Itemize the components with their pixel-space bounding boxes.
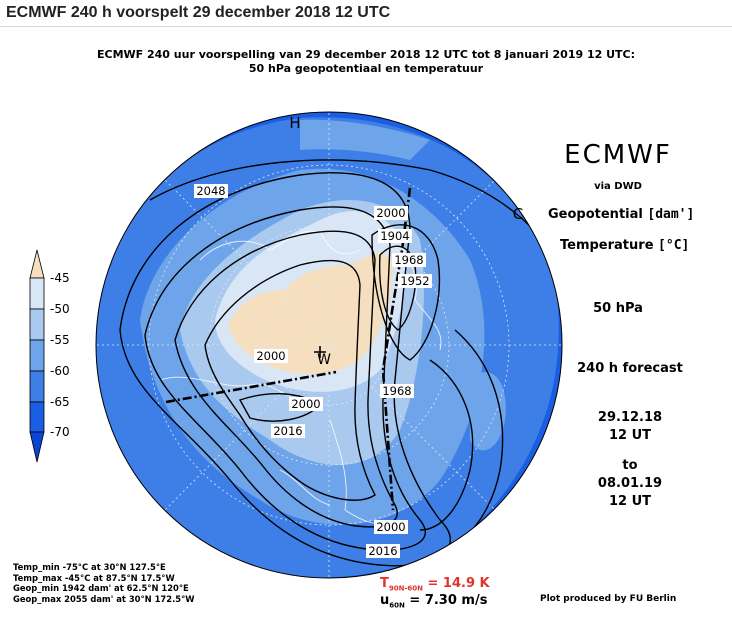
forecast-range: 240 h forecast xyxy=(577,361,683,376)
valid-to-date: 08.01.19 xyxy=(597,476,663,491)
temperature-text: Temperature xyxy=(560,238,654,253)
t-index-label: T xyxy=(380,576,389,591)
t-index-value: = 14.9 K xyxy=(427,576,490,591)
geopotential-label: Geopotential [dam'] xyxy=(548,207,694,222)
contour-label: 2000 xyxy=(376,206,405,220)
u-index-subscript: 60N xyxy=(389,601,405,610)
ecmwf-brand: ECMWF xyxy=(564,140,672,170)
polar-temperature-index: T90N-60N = 14.9 K xyxy=(380,576,490,593)
contour-label: 1952 xyxy=(400,274,429,288)
map-subtitle-line2: 50 hPa geopotentiaal en temperatuur xyxy=(248,62,484,75)
geopotential-text: Geopotential xyxy=(548,207,643,222)
u-index-value: = 7.30 m/s xyxy=(409,593,488,608)
legend-tick-label: -60 xyxy=(50,364,70,378)
temperature-unit: [°C] xyxy=(658,238,690,253)
title-divider xyxy=(0,26,732,27)
temp-min-stat: Temp_min -75°C at 30°N 127.5°E xyxy=(13,562,166,572)
legend-swatch xyxy=(29,370,45,403)
to-label: to xyxy=(622,458,638,473)
legend-swatch xyxy=(29,277,45,310)
valid-from-time: 12 UT xyxy=(608,428,652,443)
legend-cap-top xyxy=(29,249,45,279)
valid-from-date: 29.12.18 xyxy=(597,410,663,425)
geop-max-stat: Geop_max 2055 dam' at 30°N 172.5°W xyxy=(13,593,195,604)
low-pressure-mark: W xyxy=(317,352,331,368)
contour-label: 2016 xyxy=(273,424,302,438)
via-dwd: via DWD xyxy=(594,181,642,192)
legend-tick-label: -50 xyxy=(50,302,70,316)
contour-label-group: 2048 2000 1904 1968 1952 2000 1968 2000 … xyxy=(194,184,432,558)
geop-min-stat: Geop_min 1942 dam' at 62.5°N 120°E xyxy=(13,583,189,593)
legend-tick-label: -65 xyxy=(50,395,70,409)
contour-label: 1968 xyxy=(394,253,423,267)
zonal-wind-index: u60N = 7.30 m/s xyxy=(380,593,487,610)
contour-label: 1904 xyxy=(380,229,409,243)
page-title: ECMWF 240 h voorspelt 29 december 2018 1… xyxy=(6,4,391,21)
field-statistics: Temp_min -75°C at 30°N 127.5°E Temp_max … xyxy=(13,562,195,604)
temperature-legend: -45 -50 -55 -60 -65 -70 xyxy=(29,249,70,463)
cold-centre-mark: C xyxy=(513,205,523,223)
low-centre-cross xyxy=(314,346,326,358)
contour-label: 2016 xyxy=(368,544,397,558)
legend-tick-label: -70 xyxy=(50,425,70,439)
map-subtitle-line1: ECMWF 240 uur voorspelling van 29 decemb… xyxy=(96,48,635,61)
map-disc-border xyxy=(95,111,563,579)
t-index-subscript: 90N-60N xyxy=(388,584,423,593)
temp-max-stat: Temp_max -45°C at 87.5°N 17.5°W xyxy=(13,572,175,583)
u-index-label: u xyxy=(380,593,390,608)
geopotential-contours xyxy=(119,159,556,567)
contour-label: 2048 xyxy=(196,184,225,198)
temperature-label: Temperature [°C] xyxy=(560,238,689,253)
legend-cap-bottom xyxy=(29,431,45,463)
contour-label: 2000 xyxy=(256,349,285,363)
geopotential-unit: [dam'] xyxy=(647,207,695,222)
legend-swatch xyxy=(29,401,45,433)
contour-label: 2000 xyxy=(291,397,320,411)
contour-label: 1968 xyxy=(382,384,411,398)
legend-swatch xyxy=(29,339,45,372)
contour-label: 2000 xyxy=(376,520,405,534)
legend-tick-label: -55 xyxy=(50,333,70,347)
valid-to-time: 12 UT xyxy=(608,494,652,509)
legend-tick-label: -45 xyxy=(50,271,70,285)
legend-swatch xyxy=(29,308,45,341)
plot-credit: Plot produced by FU Berlin xyxy=(540,594,677,604)
high-pressure-mark: H xyxy=(289,114,300,132)
pressure-level: 50 hPa xyxy=(593,301,643,316)
